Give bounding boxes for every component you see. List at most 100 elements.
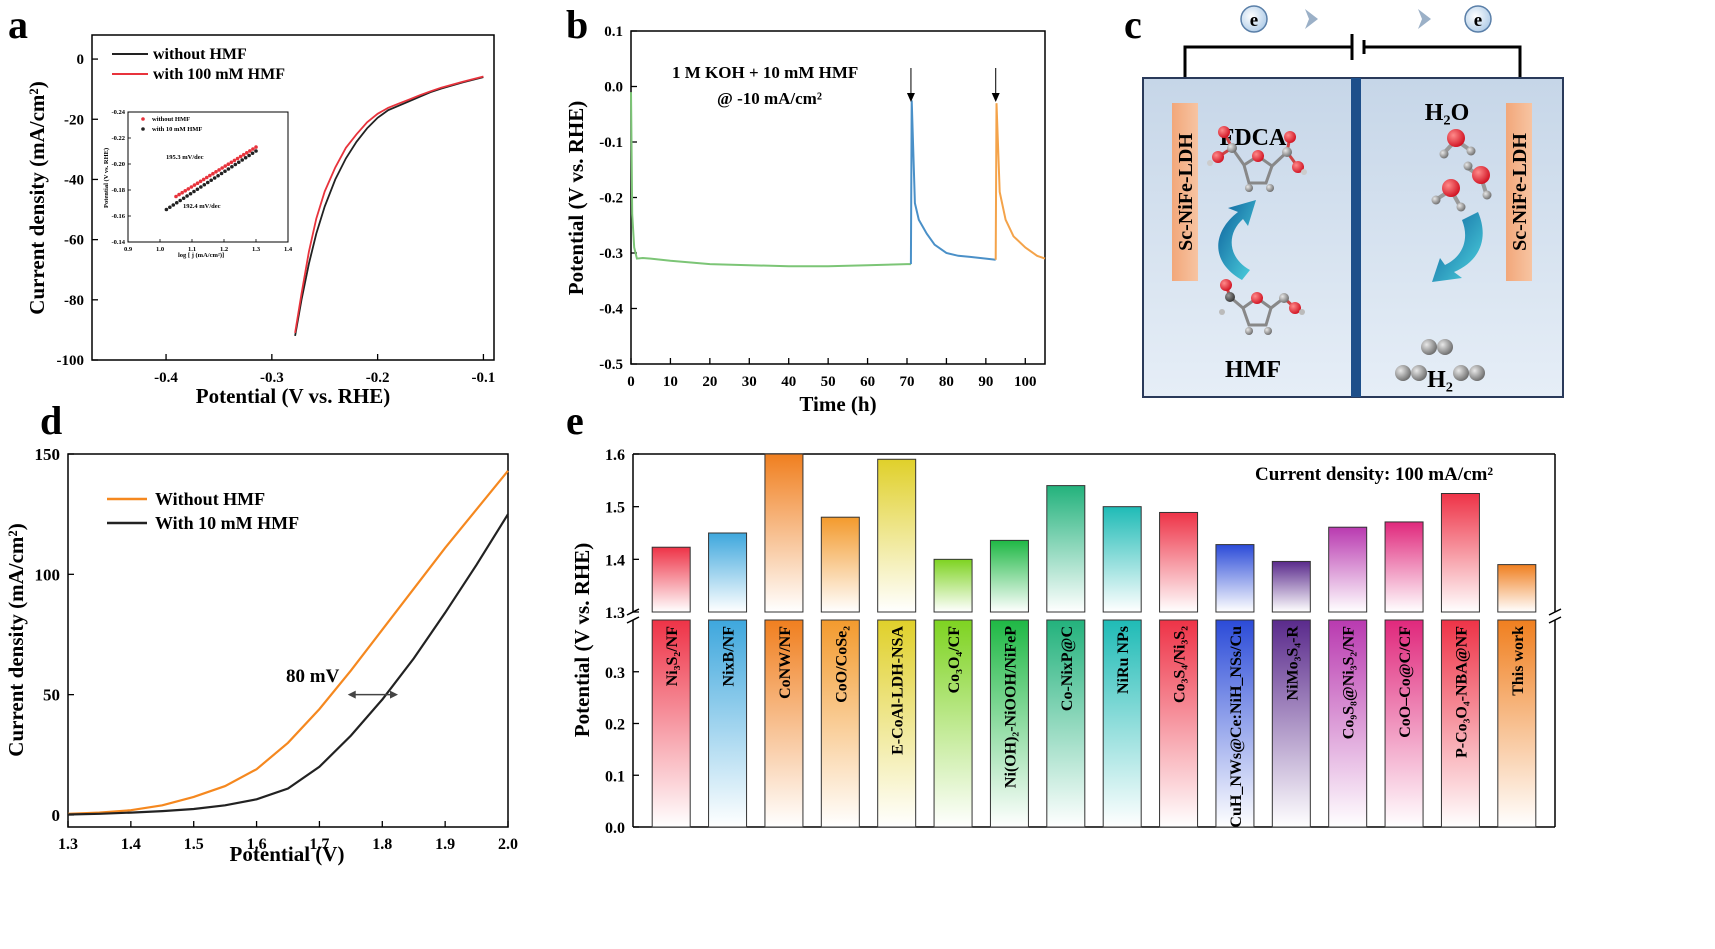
bar-upper	[820, 516, 860, 613]
inset-point	[212, 176, 217, 180]
panel-d-ylabel: Current density (mA/cm²)	[4, 523, 28, 756]
y-tick-label: 0.0	[604, 80, 623, 96]
inset-point	[226, 167, 231, 171]
bar-category-label: NiRu NPs	[1115, 626, 1132, 694]
x-tick-label: -0.3	[260, 370, 284, 386]
y-tick-label: -40	[64, 172, 84, 188]
x-tick-label: -0.4	[154, 370, 178, 386]
cathode-electrode	[1506, 103, 1532, 281]
inset-point	[243, 155, 248, 160]
x-tick-label: 1.8	[372, 836, 392, 853]
inset-x-tick-label: 1.1	[188, 246, 196, 253]
x-tick-label: 1.7	[309, 836, 329, 853]
inset-lines	[164, 145, 258, 212]
fdca-molecule-icon	[1207, 126, 1307, 192]
inset-point	[230, 164, 234, 169]
inset-point	[235, 156, 240, 161]
inset-point	[164, 207, 169, 212]
series-line	[909, 100, 996, 265]
y-tick-label: -0.3	[599, 246, 623, 262]
bar-category-label: NixB/NF	[721, 626, 738, 687]
inset-point	[198, 179, 203, 184]
panel-b: b 0 10 20 30 40 50 60 70 80 90 100 0.1 0.0 -0.1 -0.2 -0…	[564, 2, 1046, 416]
inset-point	[185, 194, 189, 198]
bar-lower	[820, 619, 860, 828]
bar-lower	[708, 619, 748, 828]
panel-e: e 1.3 1.4 1.5 1.6 0.0 0.1 0.2 0.3 Ni₃S₂/NF NixB/…	[566, 398, 1562, 837]
bar-upper	[708, 532, 748, 613]
electron-label-right: e	[1474, 10, 1482, 31]
series-line	[294, 75, 484, 334]
bar-category-label: Co₃S₄/Ni₃S₂	[1172, 626, 1189, 703]
bar-category-label: Co-NixP@C	[1059, 626, 1076, 711]
bar-upper	[1384, 521, 1424, 613]
inset-point	[211, 171, 215, 176]
series-line	[67, 513, 509, 816]
bar-category-label: Co₉S₈@Ni₃S₂/NF	[1341, 626, 1358, 739]
chevron-right-icon-right	[1418, 9, 1431, 29]
panel-d-lines	[67, 470, 509, 816]
y-tick-label: -0.5	[599, 357, 623, 373]
panel-b-xlabel: Time (h)	[799, 392, 876, 416]
legend-label-with-100mm-hmf: with 100 mM HMF	[153, 66, 285, 83]
inset-y-tick-label: -0.24	[111, 109, 125, 116]
y-tick-label: -100	[57, 353, 85, 369]
y-tick-label: -0.4	[599, 302, 623, 318]
x-tick-label: 80	[939, 374, 954, 390]
arrow-head-right-icon	[390, 690, 398, 699]
panel-e-bars: Ni₃S₂/NF NixB/NF CoNW/NF CoO/CoSe₂ E-CoAl-LD…	[651, 453, 1537, 828]
y-tick-label: -80	[64, 293, 84, 309]
bar-lower	[1440, 619, 1480, 828]
axis-break-mark	[1548, 616, 1562, 624]
inset-point	[195, 187, 200, 192]
bar-upper	[1046, 485, 1086, 613]
y-tick-label: 0.1	[605, 768, 625, 785]
inset-legend-1: without HMF	[152, 116, 190, 123]
inset-point	[223, 164, 228, 168]
membrane	[1351, 78, 1361, 397]
x-tick-label: 1.3	[58, 836, 78, 853]
hmf-label: HMF	[1225, 357, 1281, 383]
bar-category-label: NiMo₃S₄-R	[1284, 626, 1301, 701]
x-tick-label: 1.4	[121, 836, 141, 853]
panel-a-xlabel: Potential (V vs. RHE)	[196, 384, 390, 408]
y-tick-label: 0.0	[605, 820, 625, 837]
panel-a-lines	[294, 75, 484, 337]
panel-b-ylabel: Potential (V vs. RHE)	[564, 101, 588, 295]
panel-d-double-arrow	[347, 690, 398, 699]
panel-b-annotation-1: 1 M KOH + 10 mM HMF	[672, 63, 858, 82]
bar-upper	[1271, 560, 1311, 613]
bar-category-label: E-CoAl-LDH-NSA	[890, 626, 907, 755]
panel-a-ticks: -0.4 -0.3 -0.2 -0.1 0 -20 -40 -60 -80 -100	[57, 52, 496, 386]
y-tick-label: -0.1	[599, 135, 623, 151]
inset-point	[219, 171, 224, 176]
bar-upper	[989, 539, 1029, 613]
panel-b-letter: b	[566, 2, 588, 47]
h2-label: H₂	[1427, 367, 1453, 393]
bar-lower	[1384, 619, 1424, 828]
inset-slope-2: 192.4 mV/dec	[183, 203, 221, 210]
reduction-arrow-icon	[1432, 212, 1483, 282]
inset-point	[251, 147, 255, 151]
panel-c: c e e Sc-NiFe-LDH Sc-NiFe-LDH FDCA HMF H…	[1124, 2, 1564, 398]
inset-point	[201, 177, 206, 182]
panel-a-inset: 0.9 1.0 1.1 1.2 1.3 1.4 -0.14 -0.16 -0.18 -0.20 -0…	[103, 109, 293, 259]
bar-upper	[1497, 564, 1537, 613]
inset-point	[186, 187, 191, 191]
bar-upper	[764, 453, 804, 613]
inset-point	[205, 180, 210, 185]
bar-upper	[1328, 526, 1368, 613]
inset-point	[208, 173, 212, 178]
bar-category-label: This work	[1510, 626, 1527, 696]
bar-category-label: CuH_NWs@Ce:NiH_NSs/Cu	[1228, 626, 1245, 828]
inset-point	[216, 173, 220, 178]
inset-point	[180, 190, 184, 195]
hmf-molecule-icon	[1219, 279, 1305, 335]
inset-x-tick-label: 1.2	[220, 246, 228, 253]
inset-y-tick-label: -0.18	[111, 187, 125, 194]
inset-point	[188, 191, 193, 196]
chevron-right-icon-left	[1305, 9, 1318, 29]
bar-category-label: CoO/CoSe₂	[833, 626, 850, 703]
y-tick-label: 0.1	[604, 24, 623, 40]
